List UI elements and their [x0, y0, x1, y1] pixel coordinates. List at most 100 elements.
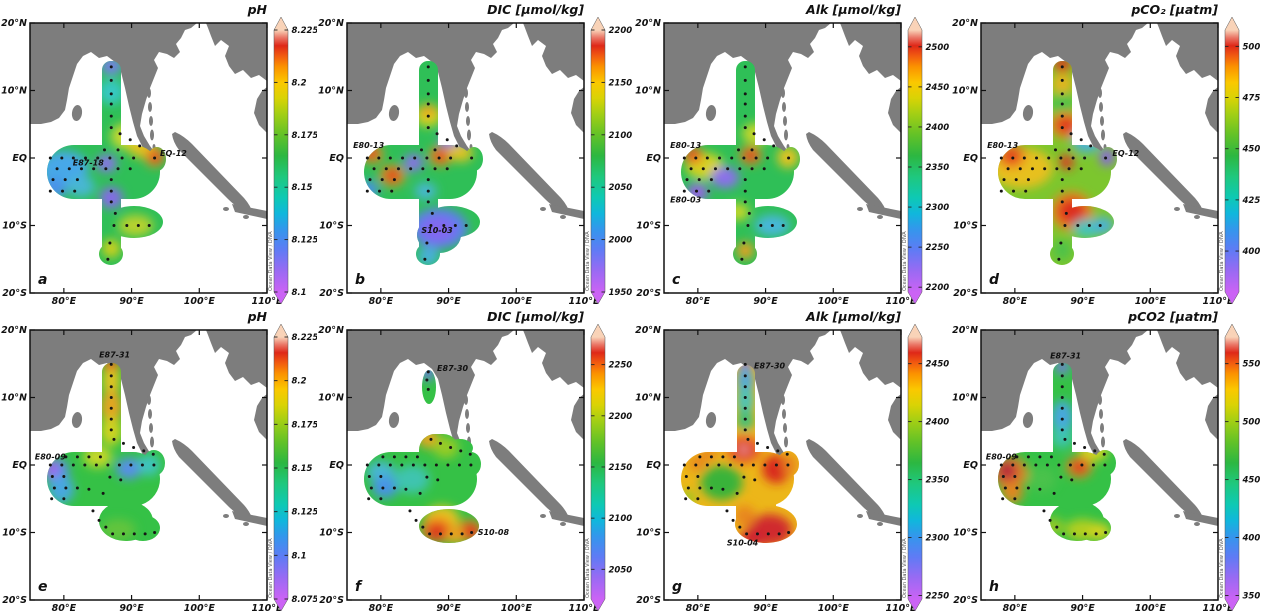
land-shape [30, 23, 267, 219]
station-dots [48, 362, 157, 536]
colorbar: 2500 2450 2400 2350 2300 2250 2200 Ocean Data V… [902, 16, 950, 305]
x-axis-label: 100°E [818, 603, 850, 613]
y-axis-label: 20°N [318, 325, 344, 336]
y-axis-label: 10°S [319, 528, 344, 539]
y-axis-label: 20°N [952, 18, 978, 29]
y-axis-label: 10°S [636, 528, 661, 539]
colorbar-tick-label: 8.175 [292, 131, 318, 141]
y-axis-label: 20°S [319, 595, 344, 606]
station-label: EQ-12 [1112, 149, 1139, 158]
station-label: S10-04 [727, 538, 759, 547]
panel-letter: f [355, 579, 363, 595]
panel-f-svg: E87-30 S10-08 20°N 10°N EQ 10°S 20°S 80°E 90°E 10… [317, 307, 634, 613]
panel-letter: d [989, 272, 1000, 288]
x-axis-label: 110°E [568, 296, 600, 306]
y-axis-label: 10°N [952, 86, 978, 97]
y-axis-label: 10°N [1, 393, 27, 404]
colorbar: 8.225 8.2 8.175 8.15 8.125 8.1 8.075 Ocean Data… [268, 323, 318, 612]
station-label: E80-03 [670, 196, 701, 205]
colorbar-tick-label: 475 [1242, 94, 1261, 104]
station-label: E87-30 [754, 361, 785, 370]
odv-watermark: Ocean Data View / DIVA [585, 538, 591, 598]
panel-title: DIC [µmol/kg] [487, 2, 584, 17]
station-label: E80-09 [35, 453, 66, 462]
odv-watermark: Ocean Data View / DIVA [268, 231, 274, 291]
axis-ticks [981, 329, 1219, 601]
x-axis-label: 110°E [251, 296, 283, 306]
odv-watermark: Ocean Data View / DIVA [1219, 538, 1225, 598]
y-axis-label: 20°S [2, 288, 27, 299]
station-label: E80-13 [987, 141, 1018, 150]
colorbar-tick-label: 1950 [609, 288, 633, 298]
panel-d: E80-13 EQ-12 20°N 10°N EQ 10°S 20°S 80°E 90°E 100… [951, 0, 1268, 307]
station-dots [999, 362, 1108, 536]
station-label: S10-08 [478, 528, 510, 537]
colorbar-tick-label: 2350 [926, 163, 950, 173]
colorbar-tick-label: 8.125 [292, 508, 318, 518]
y-axis-label: 20°S [953, 595, 978, 606]
land-shape [30, 330, 267, 526]
y-axis-label: 10°N [952, 393, 978, 404]
odv-watermark: Ocean Data View / DIVA [902, 538, 908, 598]
panel-letter: g [672, 579, 682, 595]
odv-watermark: Ocean Data View / DIVA [1219, 231, 1225, 291]
colorbar-tick-label: 8.2 [292, 78, 307, 88]
x-axis-label: 100°E [184, 296, 216, 306]
panel-letter: c [672, 272, 681, 288]
panel-letter: a [38, 272, 47, 288]
x-axis-label: 110°E [885, 603, 917, 613]
colorbar-tick-label: 8.175 [292, 420, 318, 430]
colorbar-tick-label: 400 [1242, 534, 1261, 544]
panel-title: pH [247, 2, 268, 17]
station-dots [682, 65, 791, 261]
colorbar-tick-label: 400 [1242, 247, 1261, 257]
station-label: EQ-12 [160, 149, 187, 158]
odv-watermark: Ocean Data View / DIVA [902, 231, 908, 291]
y-axis-label: 10°S [2, 221, 27, 232]
axis-ticks [664, 22, 902, 294]
y-axis-label: 10°N [318, 86, 344, 97]
land-shape [981, 23, 1218, 219]
x-axis-label: 100°E [184, 603, 216, 613]
y-axis-label: 20°N [1, 325, 27, 336]
panel-title: DIC [µmol/kg] [487, 309, 584, 324]
panel-b-svg: E80-13 S10-03 20°N 10°N EQ 10°S 20°S 80°E 90°E 10… [317, 0, 634, 307]
y-axis-label: 20°N [635, 325, 661, 336]
colorbar-tick-label: 2250 [609, 361, 633, 371]
panel-e-svg: E87-31 E80-09 20°N 10°N EQ 10°S 20°S 80°E 90°E 10… [0, 307, 318, 613]
y-axis-label: 10°S [953, 528, 978, 539]
x-axis-label: 100°E [1135, 296, 1167, 306]
x-axis-label: 80°E [1003, 296, 1028, 306]
x-axis-label: 80°E [686, 296, 711, 306]
x-axis-label: 90°E [119, 296, 144, 306]
land-shape [981, 330, 1218, 526]
y-axis-label: 20°S [319, 288, 344, 299]
colorbar-tick-label: 2250 [926, 592, 950, 602]
x-axis-label: 90°E [1070, 296, 1095, 306]
panel-h: E87-31 E80-09 20°N 10°N EQ 10°S 20°S 80°E 90°E 10… [951, 307, 1268, 613]
axis-ticks [347, 329, 585, 601]
colorbar-tick-label: 8.125 [292, 236, 318, 246]
station-dots [365, 65, 474, 261]
colorbar-tick-label: 2200 [609, 412, 633, 422]
colorbar-tick-label: 8.075 [292, 595, 318, 605]
x-axis-label: 90°E [436, 296, 461, 306]
panel-a-svg: E87-18 EQ-12 20°N 10°N EQ 10°S 20°S 80°E 90°E 100… [0, 0, 318, 307]
y-axis-label: 20°S [636, 595, 661, 606]
x-axis-label: 90°E [1070, 603, 1095, 613]
panel-a: E87-18 EQ-12 20°N 10°N EQ 10°S 20°S 80°E 90°E 100… [0, 0, 318, 307]
y-axis-label: EQ [329, 153, 344, 164]
y-axis-label: 20°N [318, 18, 344, 29]
y-axis-label: 10°N [635, 86, 661, 97]
colorbar-tick-label: 2150 [609, 78, 633, 88]
y-axis-label: EQ [646, 460, 661, 471]
colorbar-tick-label: 8.2 [292, 377, 307, 387]
colorbar-tick-label: 450 [1242, 145, 1261, 155]
x-axis-label: 100°E [818, 296, 850, 306]
axis-ticks [30, 329, 268, 601]
land-shape [347, 23, 584, 219]
station-dots [48, 65, 157, 261]
colorbar-tick-label: 500 [1243, 42, 1261, 52]
panel-title: pH [247, 309, 268, 324]
